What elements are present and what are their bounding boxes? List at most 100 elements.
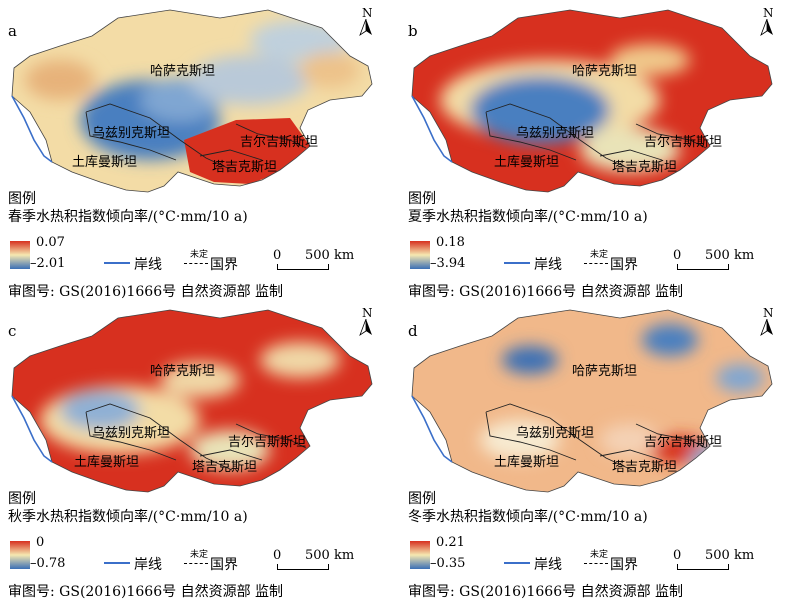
scale-zero: 0 bbox=[673, 548, 682, 563]
autumn-trend-map: 哈萨克斯坦 乌兹别克斯坦 吉尔吉斯斯坦 土库曼斯坦 塔吉克斯坦 bbox=[11, 309, 373, 493]
approval-number: 审图号: GS(2016)1666号 自然资源部 监制 bbox=[8, 584, 284, 600]
undefined-border-label: 未定 bbox=[190, 550, 209, 560]
scale-zero: 0 bbox=[273, 548, 282, 563]
color-ramp bbox=[10, 541, 30, 569]
border-label: 国界 bbox=[610, 257, 638, 273]
label-kazakhstan: 哈萨克斯坦 bbox=[150, 64, 215, 79]
north-arrow-label: N bbox=[362, 6, 373, 20]
color-ramp bbox=[410, 241, 430, 269]
panel-b: 哈萨克斯坦 乌兹别克斯坦 吉尔吉斯斯坦 土库曼斯坦 塔吉克斯坦 b N 图例 夏… bbox=[400, 0, 800, 300]
label-turkmenistan: 土库曼斯坦 bbox=[72, 154, 137, 170]
border-label: 国界 bbox=[610, 557, 638, 573]
summer-trend-map: 哈萨克斯坦 乌兹别克斯坦 吉尔吉斯斯坦 土库曼斯坦 塔吉克斯坦 bbox=[411, 9, 773, 193]
coastline-symbol bbox=[104, 262, 130, 264]
border-label: 国界 bbox=[210, 257, 238, 273]
north-arrow-icon bbox=[760, 19, 773, 37]
north-arrow-label: N bbox=[362, 306, 373, 320]
undefined-border-label: 未定 bbox=[590, 550, 609, 560]
label-tajikistan: 塔吉克斯坦 bbox=[212, 160, 277, 175]
label-uzbekistan: 乌兹别克斯坦 bbox=[516, 425, 594, 441]
north-arrow-label: N bbox=[763, 306, 774, 320]
label-kyrgyzstan: 吉尔吉斯斯坦 bbox=[240, 135, 318, 150]
scale-label: 500 km bbox=[705, 248, 755, 263]
label-kazakhstan: 哈萨克斯坦 bbox=[572, 364, 637, 379]
border-symbol bbox=[584, 263, 608, 264]
label-kyrgyzstan: 吉尔吉斯斯坦 bbox=[644, 435, 722, 450]
scale-zero: 0 bbox=[673, 248, 682, 263]
legend-title: 图例 bbox=[8, 191, 36, 207]
label-kyrgyzstan: 吉尔吉斯斯坦 bbox=[228, 435, 306, 450]
spring-trend-map: 哈萨克斯坦 乌兹别克斯坦 吉尔吉斯斯坦 土库曼斯坦 塔吉克斯坦 bbox=[11, 9, 373, 193]
label-uzbekistan: 乌兹别克斯坦 bbox=[516, 125, 594, 141]
border-symbol bbox=[584, 563, 608, 564]
scale-bar bbox=[277, 264, 329, 270]
legend-subtitle: 冬季水热积指数倾向率/(°C·mm/10 a) bbox=[408, 509, 648, 525]
north-arrow-label: N bbox=[763, 6, 774, 20]
scale-label: 500 km bbox=[305, 248, 355, 263]
ramp-min: –2.01 bbox=[30, 256, 66, 271]
coastline-label: 岸线 bbox=[534, 257, 562, 273]
label-kazakhstan: 哈萨克斯坦 bbox=[150, 364, 215, 379]
coastline-label: 岸线 bbox=[134, 557, 162, 573]
ramp-min: –3.94 bbox=[430, 256, 466, 271]
label-turkmenistan: 土库曼斯坦 bbox=[494, 454, 559, 470]
label-kazakhstan: 哈萨克斯坦 bbox=[572, 64, 637, 79]
ramp-max: 0.21 bbox=[436, 535, 465, 550]
panel-d: 哈萨克斯坦 乌兹别克斯坦 吉尔吉斯斯坦 土库曼斯坦 塔吉克斯坦 d N 图例 冬… bbox=[400, 300, 800, 600]
coastline-label: 岸线 bbox=[134, 257, 162, 273]
color-ramp bbox=[10, 241, 30, 269]
panel-c: 哈萨克斯坦 乌兹别克斯坦 吉尔吉斯斯坦 土库曼斯坦 塔吉克斯坦 c N 图例 秋… bbox=[0, 300, 400, 600]
label-uzbekistan: 乌兹别克斯坦 bbox=[92, 125, 170, 141]
scale-label: 500 km bbox=[305, 548, 355, 563]
label-tajikistan: 塔吉克斯坦 bbox=[612, 160, 677, 175]
panel-letter: a bbox=[8, 22, 17, 40]
ramp-max: 0.07 bbox=[36, 235, 65, 250]
north-arrow: N bbox=[756, 6, 780, 38]
undefined-border-label: 未定 bbox=[590, 250, 609, 260]
panel-letter: b bbox=[408, 22, 418, 40]
north-arrow: N bbox=[355, 6, 379, 38]
panel-a: 哈萨克斯坦 乌兹别克斯坦 吉尔吉斯斯坦 土库曼斯坦 塔吉克斯坦 a N 图例 春… bbox=[0, 0, 400, 300]
legend-title: 图例 bbox=[408, 491, 436, 507]
label-tajikistan: 塔吉克斯坦 bbox=[612, 460, 677, 475]
north-arrow: N bbox=[355, 306, 379, 338]
coastline-symbol bbox=[504, 262, 530, 264]
label-uzbekistan: 乌兹别克斯坦 bbox=[92, 425, 170, 441]
label-tajikistan: 塔吉克斯坦 bbox=[192, 460, 257, 475]
legend-title: 图例 bbox=[408, 191, 436, 207]
border-symbol bbox=[184, 263, 208, 264]
winter-trend-map: 哈萨克斯坦 乌兹别克斯坦 吉尔吉斯斯坦 土库曼斯坦 塔吉克斯坦 bbox=[411, 309, 773, 493]
approval-number: 审图号: GS(2016)1666号 自然资源部 监制 bbox=[8, 284, 284, 300]
scale-zero: 0 bbox=[273, 248, 282, 263]
color-ramp bbox=[410, 541, 430, 569]
north-arrow-icon bbox=[760, 319, 773, 337]
label-kyrgyzstan: 吉尔吉斯斯坦 bbox=[644, 135, 722, 150]
north-arrow: N bbox=[756, 306, 780, 338]
scale-label: 500 km bbox=[705, 548, 755, 563]
legend-subtitle: 春季水热积指数倾向率/(°C·mm/10 a) bbox=[8, 209, 248, 225]
coastline-label: 岸线 bbox=[534, 557, 562, 573]
scale-bar bbox=[277, 564, 329, 570]
coastline-symbol bbox=[504, 562, 530, 564]
coastline-symbol bbox=[104, 562, 130, 564]
ramp-max: 0 bbox=[36, 535, 45, 550]
border-label: 国界 bbox=[210, 557, 238, 573]
ramp-min: –0.78 bbox=[30, 556, 66, 571]
scale-bar bbox=[677, 264, 729, 270]
label-turkmenistan: 土库曼斯坦 bbox=[494, 154, 559, 170]
undefined-border-label: 未定 bbox=[190, 250, 209, 260]
ramp-max: 0.18 bbox=[436, 235, 465, 250]
north-arrow-icon bbox=[359, 19, 372, 37]
legend-subtitle: 夏季水热积指数倾向率/(°C·mm/10 a) bbox=[408, 209, 648, 225]
label-turkmenistan: 土库曼斯坦 bbox=[74, 454, 139, 470]
legend-title: 图例 bbox=[8, 491, 36, 507]
approval-number: 审图号: GS(2016)1666号 自然资源部 监制 bbox=[408, 584, 684, 600]
scale-bar bbox=[677, 564, 729, 570]
north-arrow-icon bbox=[359, 319, 372, 337]
panel-letter: d bbox=[408, 322, 418, 340]
panel-letter: c bbox=[8, 322, 17, 340]
border-symbol bbox=[184, 563, 208, 564]
approval-number: 审图号: GS(2016)1666号 自然资源部 监制 bbox=[408, 284, 684, 300]
ramp-min: –0.35 bbox=[430, 556, 466, 571]
legend-subtitle: 秋季水热积指数倾向率/(°C·mm/10 a) bbox=[8, 509, 248, 525]
